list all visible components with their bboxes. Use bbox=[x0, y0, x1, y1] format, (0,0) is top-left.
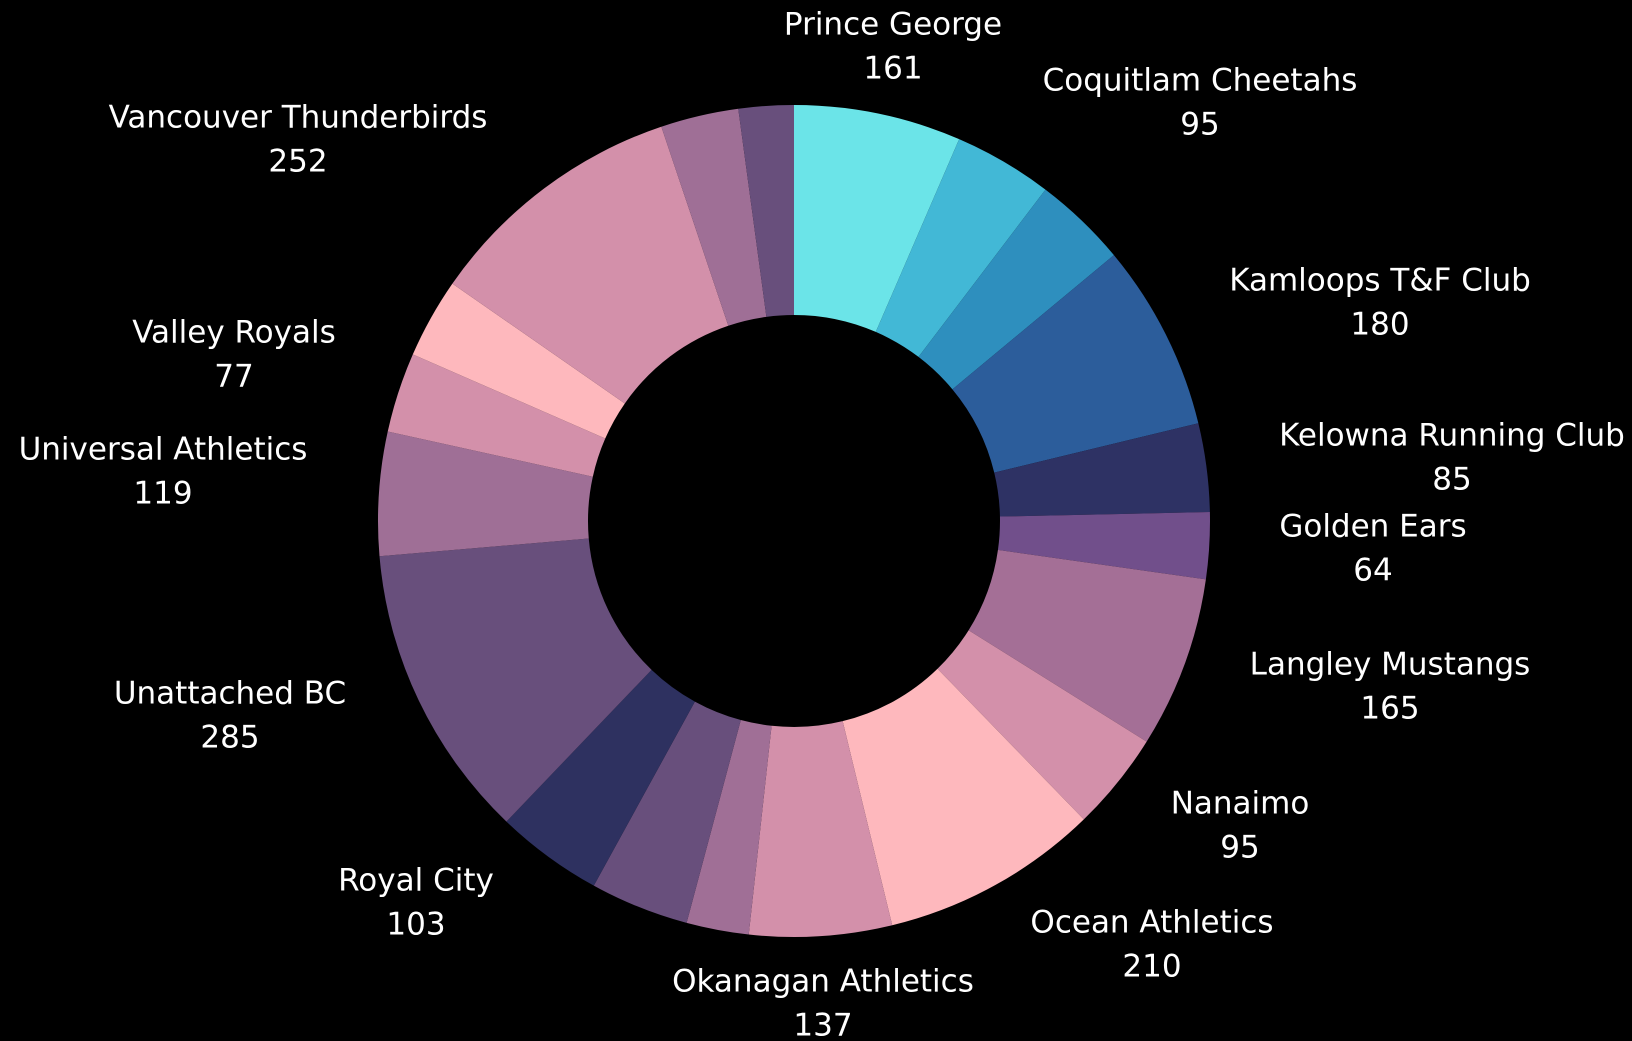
donut-slice bbox=[378, 431, 593, 557]
slice-label-value: 64 bbox=[1353, 553, 1392, 589]
donut-slice bbox=[387, 354, 606, 477]
donut-slice bbox=[997, 512, 1210, 580]
slice-label-value: 252 bbox=[268, 144, 327, 180]
slice-label-name: Kamloops T&F Club bbox=[1229, 263, 1531, 299]
slice-label-value: 161 bbox=[863, 51, 922, 87]
slice-label-value: 77 bbox=[214, 359, 253, 395]
donut-slice bbox=[748, 721, 893, 938]
donut-slice bbox=[994, 423, 1210, 517]
slice-label-value: 119 bbox=[133, 476, 192, 512]
slice-label-value: 137 bbox=[793, 1008, 852, 1041]
donut-slice bbox=[506, 669, 695, 886]
labels-layer: Prince George 161 Coquitlam Cheetahs 95 Kaml… bbox=[19, 7, 1625, 1041]
slice-label-name: Kelowna Running Club bbox=[1279, 418, 1625, 454]
donut-slice bbox=[452, 126, 729, 404]
slice-label-value: 95 bbox=[1220, 830, 1259, 866]
slice-label-value: 285 bbox=[200, 720, 259, 756]
donut-slice bbox=[794, 105, 960, 332]
slice-label-value: 165 bbox=[1360, 691, 1419, 727]
slice-label: Kamloops T&F Club 180 bbox=[1229, 263, 1531, 343]
slice-label-value: 180 bbox=[1350, 307, 1409, 343]
donut-slice bbox=[952, 255, 1199, 473]
slice-label-name: Universal Athletics bbox=[19, 432, 308, 468]
slice-label: Okanagan Athletics 137 bbox=[672, 964, 974, 1041]
slice-label: Nanaimo 95 bbox=[1171, 786, 1310, 866]
slice-label: Kelowna Running Club 85 bbox=[1279, 418, 1625, 498]
donut-slice bbox=[379, 538, 652, 822]
slice-label-name: Valley Royals bbox=[132, 315, 336, 351]
slice-label: Ocean Athletics 210 bbox=[1030, 905, 1273, 985]
slice-label-value: 210 bbox=[1122, 949, 1181, 985]
slice-label: Golden Ears 64 bbox=[1279, 509, 1466, 589]
donut-slice bbox=[661, 108, 767, 326]
slices-layer bbox=[378, 105, 1210, 938]
slice-label-value: 103 bbox=[386, 907, 445, 943]
slice-label-name: Prince George bbox=[784, 7, 1002, 43]
slice-label-name: Royal City bbox=[338, 863, 494, 899]
slice-label-name: Coquitlam Cheetahs bbox=[1043, 63, 1358, 99]
slice-label: Valley Royals 77 bbox=[132, 315, 336, 395]
donut-slice bbox=[842, 668, 1084, 926]
slice-label: Unattached BC 285 bbox=[114, 676, 346, 756]
slice-label-name: Langley Mustangs bbox=[1250, 647, 1531, 683]
slice-label: Royal City 103 bbox=[338, 863, 494, 943]
donut-slice bbox=[593, 701, 741, 923]
slice-label: Universal Athletics 119 bbox=[19, 432, 308, 512]
slice-label-value: 95 bbox=[1180, 107, 1219, 143]
donut-slice bbox=[918, 189, 1114, 390]
donut-slice bbox=[937, 630, 1147, 820]
slice-label-name: Ocean Athletics bbox=[1030, 905, 1273, 941]
slice-label-name: Unattached BC bbox=[114, 676, 346, 712]
donut-slice bbox=[738, 105, 794, 317]
slice-label: Vancouver Thunderbirds 252 bbox=[109, 100, 488, 180]
slice-label: Prince George 161 bbox=[784, 7, 1002, 87]
slice-label: Langley Mustangs 165 bbox=[1250, 647, 1531, 727]
slice-label-name: Nanaimo bbox=[1171, 786, 1310, 822]
slice-label: Coquitlam Cheetahs 95 bbox=[1043, 63, 1358, 143]
donut-slice bbox=[968, 549, 1206, 742]
slice-label-name: Golden Ears bbox=[1279, 509, 1466, 545]
donut-slice bbox=[686, 720, 772, 935]
slice-label-value: 85 bbox=[1432, 462, 1471, 498]
donut-slice bbox=[875, 139, 1046, 357]
slice-label-name: Vancouver Thunderbirds bbox=[109, 100, 488, 136]
slice-label-name: Okanagan Athletics bbox=[672, 964, 974, 1000]
donut-slice bbox=[412, 283, 625, 439]
